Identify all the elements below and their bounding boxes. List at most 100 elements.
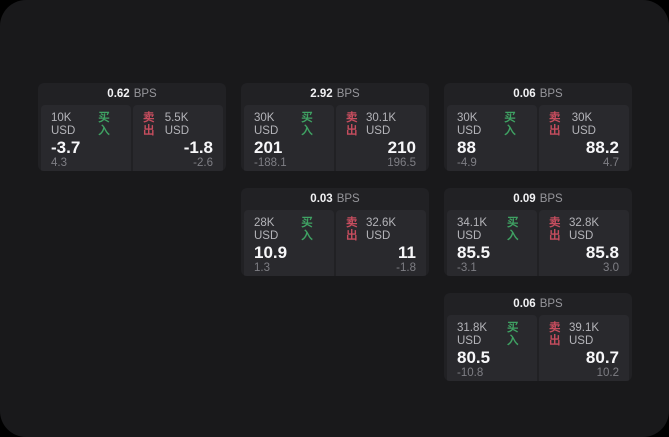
buy-quote-pane[interactable]: 34.1K USD 买入 85.5 -3.1 — [447, 210, 537, 276]
buy-delta: 4.3 — [51, 157, 67, 169]
bps-header: 0.03 BPS — [241, 188, 429, 210]
sell-price: 88.2 — [585, 138, 619, 157]
bps-unit-label: BPS — [336, 88, 360, 100]
buy-label: 买入 — [98, 112, 110, 137]
sell-delta: 3.0 — [603, 262, 619, 274]
bps-value: 0.06 — [513, 298, 536, 310]
bps-value: 0.62 — [107, 88, 130, 100]
sell-quote-pane[interactable]: 卖出 5.5K USD -1.8 -2.6 — [133, 105, 223, 171]
quote-card-body: 31.8K USD 买入 80.5 -10.8 卖出 39.1K USD 80.… — [444, 315, 632, 381]
sell-delta: 4.7 — [603, 157, 619, 169]
quote-card: 2.92 BPS 30K USD 买入 201 -188.1 卖出 30.1K … — [241, 83, 429, 171]
quote-card-body: 28K USD 买入 10.9 1.3 卖出 32.6K USD 11 -1.8 — [241, 210, 429, 276]
sell-pane-top: 卖出 30K USD — [549, 112, 619, 138]
sell-pane-top: 卖出 30.1K USD — [346, 112, 416, 138]
sell-price: -1.8 — [183, 138, 213, 157]
quote-card: 0.03 BPS 28K USD 买入 10.9 1.3 卖出 32.6K US… — [241, 188, 429, 276]
buy-label: 买入 — [507, 322, 519, 347]
quote-card-body: 10K USD 买入 -3.7 4.3 卖出 5.5K USD -1.8 -2.… — [38, 105, 226, 171]
bps-header: 0.06 BPS — [444, 83, 632, 105]
sell-label: 卖出 — [346, 217, 358, 242]
quote-card-body: 34.1K USD 买入 85.5 -3.1 卖出 32.8K USD 85.8… — [444, 210, 632, 276]
buy-amount: 30K USD — [457, 112, 482, 137]
bps-value: 2.92 — [310, 88, 333, 100]
sell-price: 85.8 — [585, 243, 619, 262]
sell-delta: 196.5 — [387, 157, 416, 169]
bps-unit-label: BPS — [539, 298, 563, 310]
sell-label: 卖出 — [143, 112, 155, 137]
sell-amount: 32.6K USD — [366, 217, 397, 242]
sell-pane-top: 卖出 39.1K USD — [549, 322, 619, 348]
buy-pane-top: 30K USD 买入 — [457, 112, 527, 138]
buy-amount: 30K USD — [254, 112, 279, 137]
buy-price: 80.5 — [457, 348, 491, 367]
bps-header: 2.92 BPS — [241, 83, 429, 105]
buy-amount: 10K USD — [51, 112, 76, 137]
bps-value: 0.06 — [513, 88, 536, 100]
bps-unit-label: BPS — [539, 193, 563, 205]
sell-price: 80.7 — [585, 348, 619, 367]
buy-delta: -4.9 — [457, 157, 477, 169]
buy-label: 买入 — [301, 112, 313, 137]
sell-label: 卖出 — [549, 322, 561, 347]
buy-price: 88 — [457, 138, 476, 157]
sell-pane-top: 卖出 32.6K USD — [346, 217, 416, 243]
sell-pane-top: 卖出 32.8K USD — [549, 217, 619, 243]
sell-delta: 10.2 — [596, 367, 619, 379]
buy-pane-top: 10K USD 买入 — [51, 112, 121, 138]
sell-amount: 32.8K USD — [569, 217, 600, 242]
quote-card-body: 30K USD 买入 201 -188.1 卖出 30.1K USD 210 1… — [241, 105, 429, 171]
sell-price: 11 — [398, 243, 416, 262]
buy-amount: 31.8K USD — [457, 322, 488, 347]
buy-delta: -3.1 — [457, 262, 477, 274]
sell-pane-top: 卖出 5.5K USD — [143, 112, 213, 138]
buy-pane-top: 28K USD 买入 — [254, 217, 324, 243]
buy-price: 85.5 — [457, 243, 491, 262]
buy-quote-pane[interactable]: 10K USD 买入 -3.7 4.3 — [41, 105, 131, 171]
sell-quote-pane[interactable]: 卖出 39.1K USD 80.7 10.2 — [539, 315, 629, 381]
sell-delta: -2.6 — [193, 157, 213, 169]
buy-quote-pane[interactable]: 31.8K USD 买入 80.5 -10.8 — [447, 315, 537, 381]
quote-card: 0.06 BPS 31.8K USD 买入 80.5 -10.8 卖出 39.1… — [444, 293, 632, 381]
bps-header: 0.06 BPS — [444, 293, 632, 315]
buy-amount: 28K USD — [254, 217, 279, 242]
buy-quote-pane[interactable]: 28K USD 买入 10.9 1.3 — [244, 210, 334, 276]
bps-unit-label: BPS — [336, 193, 360, 205]
bps-value: 0.09 — [513, 193, 536, 205]
sell-label: 卖出 — [549, 112, 561, 137]
sell-quote-pane[interactable]: 卖出 32.8K USD 85.8 3.0 — [539, 210, 629, 276]
buy-amount: 34.1K USD — [457, 217, 488, 242]
buy-price: 201 — [254, 138, 283, 157]
sell-quote-pane[interactable]: 卖出 30.1K USD 210 196.5 — [336, 105, 426, 171]
buy-label: 买入 — [504, 112, 516, 137]
buy-quote-pane[interactable]: 30K USD 买入 88 -4.9 — [447, 105, 537, 171]
buy-price: 10.9 — [254, 243, 288, 262]
quote-card-body: 30K USD 买入 88 -4.9 卖出 30K USD 88.2 4.7 — [444, 105, 632, 171]
buy-quote-pane[interactable]: 30K USD 买入 201 -188.1 — [244, 105, 334, 171]
sell-amount: 30.1K USD — [366, 112, 397, 137]
quote-card: 0.06 BPS 30K USD 买入 88 -4.9 卖出 30K USD — [444, 83, 632, 171]
buy-pane-top: 30K USD 买入 — [254, 112, 324, 138]
buy-pane-top: 34.1K USD 买入 — [457, 217, 527, 243]
buy-label: 买入 — [507, 217, 519, 242]
buy-delta: 1.3 — [254, 262, 270, 274]
buy-label: 买入 — [301, 217, 313, 242]
sell-label: 卖出 — [549, 217, 561, 242]
sell-amount: 30K USD — [571, 112, 596, 137]
sell-amount: 5.5K USD — [164, 112, 189, 137]
buy-price: -3.7 — [51, 138, 81, 157]
bps-header: 0.09 BPS — [444, 188, 632, 210]
quote-card: 0.09 BPS 34.1K USD 买入 85.5 -3.1 卖出 32.8K… — [444, 188, 632, 276]
buy-pane-top: 31.8K USD 买入 — [457, 322, 527, 348]
bps-unit-label: BPS — [539, 88, 563, 100]
sell-price: 210 — [387, 138, 416, 157]
sell-amount: 39.1K USD — [569, 322, 600, 347]
bps-value: 0.03 — [310, 193, 333, 205]
bps-unit-label: BPS — [133, 88, 157, 100]
buy-delta: -188.1 — [254, 157, 287, 169]
sell-quote-pane[interactable]: 卖出 30K USD 88.2 4.7 — [539, 105, 629, 171]
buy-delta: -10.8 — [457, 367, 484, 379]
quote-card: 0.62 BPS 10K USD 买入 -3.7 4.3 卖出 5.5K USD — [38, 83, 226, 171]
sell-quote-pane[interactable]: 卖出 32.6K USD 11 -1.8 — [336, 210, 426, 276]
